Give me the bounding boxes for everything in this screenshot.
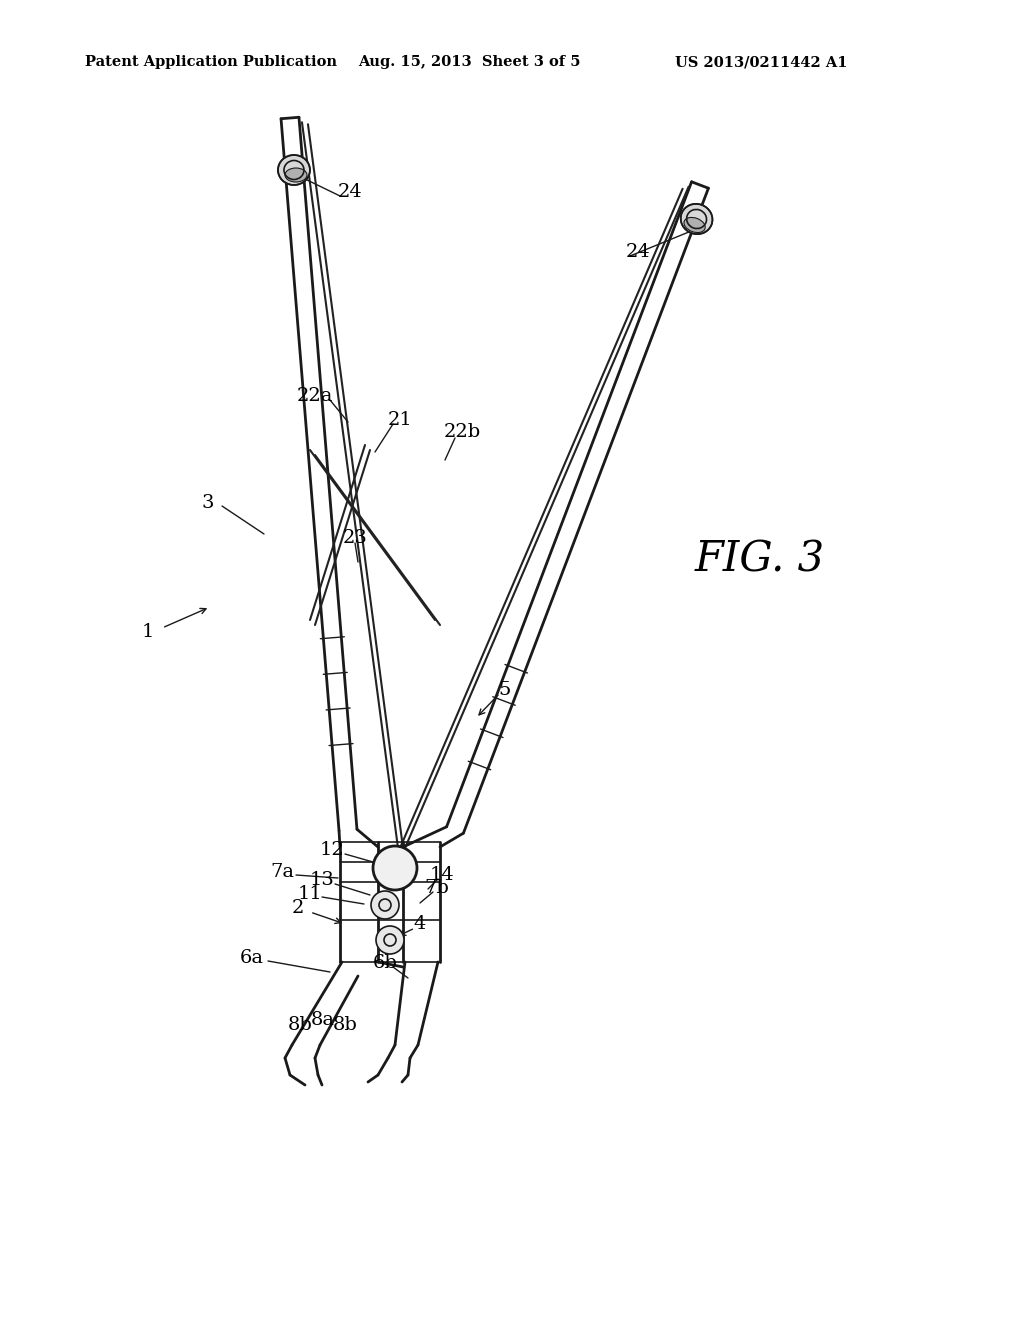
Text: 22a: 22a <box>297 387 333 405</box>
Text: 7b: 7b <box>425 879 450 898</box>
Text: US 2013/0211442 A1: US 2013/0211442 A1 <box>675 55 848 69</box>
Text: 24: 24 <box>626 243 650 261</box>
Text: 12: 12 <box>319 841 344 859</box>
Text: 24: 24 <box>338 183 362 201</box>
Circle shape <box>371 891 399 919</box>
Text: 14: 14 <box>430 866 455 884</box>
Text: 3: 3 <box>202 494 214 512</box>
Text: 23: 23 <box>343 529 368 546</box>
Text: 1: 1 <box>141 623 155 642</box>
Text: 6a: 6a <box>240 949 264 968</box>
Ellipse shape <box>285 168 307 182</box>
Text: 4: 4 <box>414 915 426 933</box>
Text: Aug. 15, 2013  Sheet 3 of 5: Aug. 15, 2013 Sheet 3 of 5 <box>358 55 581 69</box>
Text: 8a: 8a <box>311 1011 335 1030</box>
Ellipse shape <box>681 203 713 234</box>
Text: 5: 5 <box>499 681 511 700</box>
Text: 21: 21 <box>388 411 413 429</box>
Ellipse shape <box>684 218 706 232</box>
Text: 8b: 8b <box>288 1016 312 1034</box>
Text: Patent Application Publication: Patent Application Publication <box>85 55 337 69</box>
Text: FIG. 3: FIG. 3 <box>695 539 825 581</box>
Text: 22b: 22b <box>443 422 480 441</box>
Text: 6b: 6b <box>373 954 397 972</box>
Circle shape <box>373 846 417 890</box>
Text: 7a: 7a <box>270 863 294 880</box>
Text: 13: 13 <box>309 871 335 888</box>
Text: 11: 11 <box>298 884 323 903</box>
Circle shape <box>376 927 404 954</box>
Ellipse shape <box>278 154 310 185</box>
Text: 2: 2 <box>292 899 304 917</box>
Text: 8b: 8b <box>333 1016 357 1034</box>
